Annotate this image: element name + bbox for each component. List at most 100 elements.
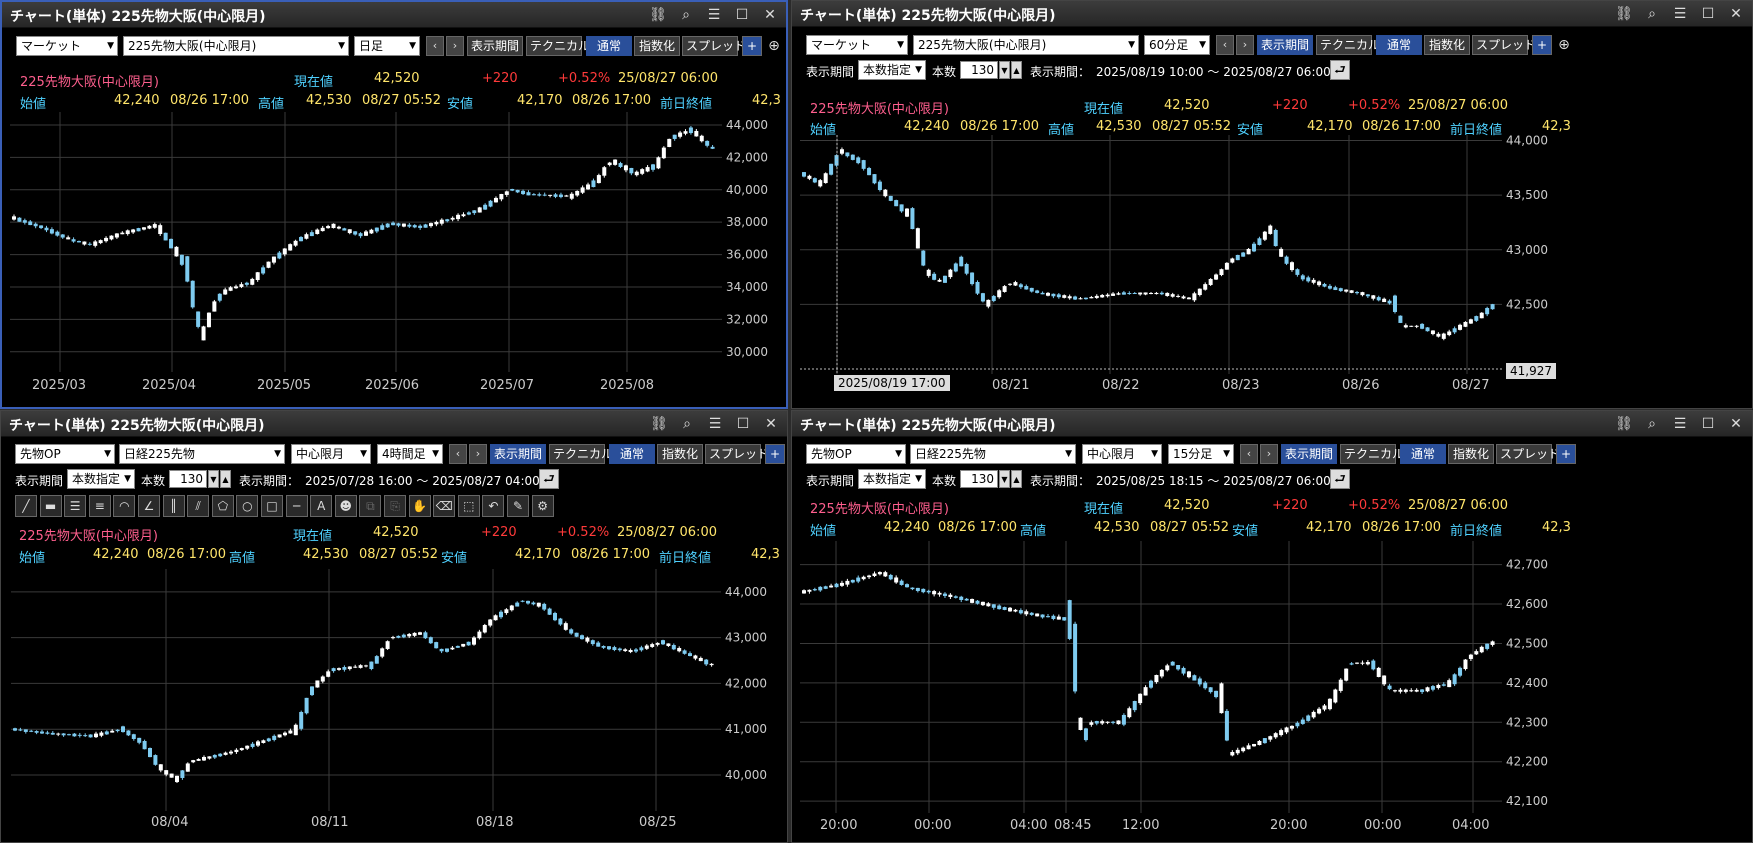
reset-range-icon[interactable]: ⮐: [539, 469, 559, 489]
ruler-tool-icon[interactable]: ▬: [39, 495, 62, 517]
count-up[interactable]: ▲: [220, 470, 231, 488]
normal-button[interactable]: 通常: [1376, 35, 1422, 55]
price-chart[interactable]: 42,700 42,600 42,500 42,400 42,300 42,200 42,1…: [792, 535, 1752, 842]
interval-select[interactable]: 4時間足 ▼: [377, 444, 443, 464]
link-icon[interactable]: ⛓: [1615, 6, 1633, 22]
link-icon[interactable]: ⛓: [649, 7, 667, 23]
close-icon[interactable]: ✕: [765, 416, 777, 432]
close-icon[interactable]: ✕: [1730, 6, 1742, 22]
maximize-icon[interactable]: ☐: [735, 7, 749, 23]
link-icon[interactable]: ⛓: [1615, 416, 1633, 432]
count-down[interactable]: ▼: [208, 470, 219, 488]
hand-tool-icon[interactable]: ✋: [408, 495, 431, 517]
normal-button[interactable]: 通常: [609, 444, 655, 464]
prev-button[interactable]: ‹: [1216, 35, 1234, 55]
month-select[interactable]: 中心限月 ▼: [291, 444, 371, 464]
interval-select[interactable]: 60分足 ▼: [1144, 35, 1210, 55]
count-up[interactable]: ▲: [1011, 61, 1022, 79]
search-icon[interactable]: ⌕: [682, 7, 690, 23]
symbol-select[interactable]: 日経225先物 ▼: [910, 444, 1076, 464]
search-icon[interactable]: ⌕: [1648, 6, 1656, 22]
maximize-icon[interactable]: ☐: [1701, 6, 1715, 22]
save-tool-icon[interactable]: ✎: [507, 495, 529, 517]
text-tool-icon[interactable]: A: [310, 495, 333, 517]
interval-select[interactable]: 15分足 ▼: [1168, 444, 1234, 464]
dash-tool-icon[interactable]: ─: [285, 495, 308, 517]
technical-button[interactable]: テクニカル: [1316, 35, 1380, 55]
panel-titlebar[interactable]: チャート(単体) 225先物大阪(中心限月) ⛓ ⌕ ☰ ☐ ✕: [792, 1, 1752, 27]
count-down[interactable]: ▼: [999, 470, 1010, 488]
market-select[interactable]: マーケット ▼: [16, 36, 118, 56]
prev-button[interactable]: ‹: [1240, 444, 1258, 464]
technical-button[interactable]: テクニカル: [1340, 444, 1404, 464]
menu-icon[interactable]: ☰: [1673, 6, 1687, 22]
settings-tool-icon[interactable]: ⚙: [531, 495, 554, 517]
count-up[interactable]: ▲: [1011, 470, 1022, 488]
period-button[interactable]: 表示期間: [467, 36, 523, 56]
next-button[interactable]: ›: [1260, 444, 1278, 464]
interval-select[interactable]: 日足 ▼: [354, 36, 420, 56]
period-button[interactable]: 表示期間: [1281, 444, 1337, 464]
price-chart[interactable]: 44,000 42,000 40,000 38,000 36,000 34,000 32,0…: [2, 106, 786, 407]
close-icon[interactable]: ✕: [1730, 416, 1742, 432]
index-button[interactable]: 指数化: [1424, 35, 1470, 55]
maximize-icon[interactable]: ☐: [736, 416, 750, 432]
add-button[interactable]: +: [1532, 35, 1552, 55]
spread-button[interactable]: スプレッド: [682, 36, 746, 56]
index-button[interactable]: 指数化: [657, 444, 703, 464]
next-button[interactable]: ›: [469, 444, 487, 464]
menu-icon[interactable]: ☰: [708, 416, 722, 432]
next-button[interactable]: ›: [1236, 35, 1254, 55]
prev-button[interactable]: ‹: [449, 444, 467, 464]
search-icon[interactable]: ⌕: [683, 416, 691, 432]
price-chart[interactable]: 44,000 43,500 43,000 42,500 08/21 08/22 08/23 0…: [792, 133, 1752, 408]
symbol-select[interactable]: 225先物大阪(中心限月) ▼: [123, 36, 349, 56]
spread-button[interactable]: スプレッド: [1496, 444, 1560, 464]
index-button[interactable]: 指数化: [634, 36, 680, 56]
count-input[interactable]: 130: [169, 470, 207, 488]
count-down[interactable]: ▼: [999, 61, 1010, 79]
close-icon[interactable]: ✕: [764, 7, 776, 23]
add-button[interactable]: +: [1556, 444, 1576, 464]
period-mode-select[interactable]: 本数指定 ▼: [858, 469, 926, 489]
spread-button[interactable]: スプレッド: [1472, 35, 1536, 55]
arc-tool-icon[interactable]: ◠: [113, 495, 136, 517]
panel-titlebar[interactable]: チャート(単体) 225先物大阪(中心限月) ⛓ ⌕ ☰ ☐ ✕: [1, 411, 787, 437]
maximize-icon[interactable]: ☐: [1701, 416, 1715, 432]
search-icon[interactable]: ⌕: [1648, 416, 1656, 432]
panel-titlebar[interactable]: チャート(単体) 225先物大阪(中心限月) ⛓ ⌕ ☰ ☐ ✕: [2, 2, 786, 28]
spread-button[interactable]: スプレッド: [705, 444, 769, 464]
channel-tool-icon[interactable]: ⫽: [187, 495, 210, 517]
technical-button[interactable]: テクニカル: [549, 444, 613, 464]
period-button[interactable]: 表示期間: [490, 444, 546, 464]
fan-tool-icon[interactable]: ∠: [138, 495, 160, 517]
paste-tool-icon[interactable]: ⎘: [384, 495, 406, 517]
symbol-select[interactable]: 日経225先物 ▼: [119, 444, 285, 464]
rect-tool-icon[interactable]: □: [261, 495, 283, 517]
market-select[interactable]: 先物OP ▼: [15, 444, 115, 464]
period-mode-select[interactable]: 本数指定 ▼: [858, 60, 926, 80]
menu-icon[interactable]: ☰: [1673, 416, 1687, 432]
circle-tool-icon[interactable]: ○: [236, 495, 259, 517]
line-tool-icon[interactable]: ╱: [15, 495, 37, 517]
add-button[interactable]: +: [742, 36, 762, 56]
symbol-select[interactable]: 225先物大阪(中心限月) ▼: [913, 35, 1139, 55]
count-input[interactable]: 130: [960, 470, 998, 488]
period-mode-select[interactable]: 本数指定 ▼: [67, 469, 135, 489]
price-chart[interactable]: 44,000 43,000 42,000 41,000 40,000 08/04 08/11…: [1, 563, 787, 842]
market-select[interactable]: マーケット ▼: [806, 35, 908, 55]
pentagon-tool-icon[interactable]: ⬠: [211, 495, 234, 517]
month-select[interactable]: 中心限月 ▼: [1082, 444, 1162, 464]
copy-tool-icon[interactable]: ⧉: [359, 495, 382, 517]
icon-tool-icon[interactable]: ☻: [334, 495, 357, 517]
panel-titlebar[interactable]: チャート(単体) 225先物大阪(中心限月) ⛓ ⌕ ☰ ☐ ✕: [792, 411, 1752, 437]
zoom-icon[interactable]: ⊕: [768, 38, 780, 54]
hline-tool-icon[interactable]: ☰: [64, 495, 87, 517]
vlines-tool-icon[interactable]: ║: [162, 495, 185, 517]
period-button[interactable]: 表示期間: [1257, 35, 1313, 55]
next-button[interactable]: ›: [446, 36, 464, 56]
prev-button[interactable]: ‹: [426, 36, 444, 56]
select-tool-icon[interactable]: ⬚: [457, 495, 480, 517]
undo-tool-icon[interactable]: ↶: [482, 495, 505, 517]
zoom-icon[interactable]: ⊕: [1558, 37, 1570, 53]
